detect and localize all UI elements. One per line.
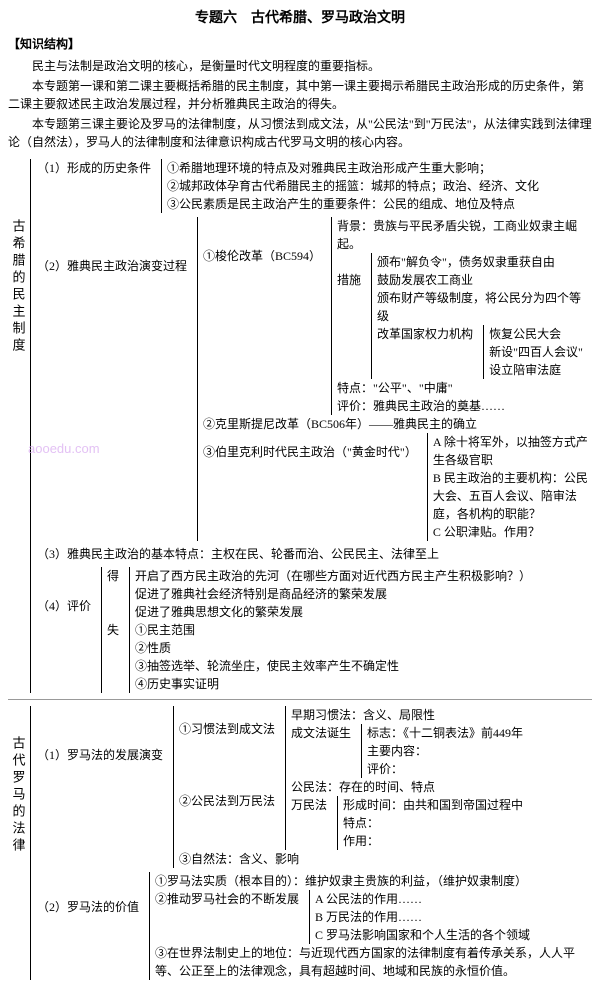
- rome-group: （1）罗马法的发展演变 ①习惯法到成文法 早期习惯法：含义、局限性 成文法诞生 …: [30, 706, 592, 980]
- r-s2b-c: C 罗马法影响国家和个人生活的各个领域: [315, 926, 530, 944]
- g-s2c-c: C 公职津贴。作用？: [433, 523, 592, 541]
- g-s4-sh-d: ④历史事实证明: [135, 675, 399, 693]
- r-s1a-y-t: 成文法诞生: [291, 724, 351, 742]
- r-s2-c: ③在世界法制史上的地位：与近现代西方国家的法律制度有着传承关系，人人平等、公正至…: [155, 944, 592, 980]
- g-s2a-t: ①梭伦改革（BC594）: [203, 247, 321, 265]
- divider: [8, 699, 592, 700]
- r-s1a-t: ①习惯法到成文法: [179, 720, 275, 738]
- g-s4-t: （4）评价: [37, 597, 91, 615]
- rome-label: 古代罗马的法律: [8, 736, 28, 855]
- g-s2-t: （2）雅典民主政治演变过程: [37, 257, 187, 275]
- g-s2a-cs-t: 措施: [337, 271, 361, 289]
- r-s1a-y-a: 标志：《十二铜表法》前449年: [367, 724, 523, 742]
- r-s1b-x: 公民法：存在的时间、特点: [291, 778, 523, 796]
- g-s2c-t: ③伯里克利时代民主政治（"黄金时代"）: [203, 443, 417, 461]
- intro-p3: 本专题第三课主要论及罗马的法律制度，从习惯法到成文法，从"公民法"到"万民法"，…: [8, 115, 592, 151]
- r-s2b-t: ②推动罗马社会的不断发展: [155, 890, 299, 908]
- section-heading: 【知识结构】: [8, 35, 592, 53]
- g-s1-a: ①希腊地理环境的特点及对雅典民主政治形成产生重大影响；: [167, 159, 539, 177]
- g-s2a-cs-d2: 新设"四百人会议": [489, 343, 583, 361]
- g-s4-sh-a: ①民主范围: [135, 621, 399, 639]
- r-s1a-x: 早期习惯法：含义、局限性: [291, 706, 523, 724]
- g-s2c-b: B 民主政治的主要机构：公民大会、五百人会议、陪审法庭，各机构的职能？: [433, 469, 592, 523]
- g-s2c-a: A 除十将军外，以抽签方式产生各级官职: [433, 433, 592, 469]
- g-s2a-cs-c: 颁布财产等级制度，将公民分为四个等级: [377, 289, 592, 325]
- outline-tree: aooedu.com 古希腊的民主制度 （1）形成的历史条件 ①希腊地理环境的特…: [8, 159, 592, 980]
- g-s2a-cs-b: 鼓励发展农工商业: [377, 271, 592, 289]
- g-s2a-bg: 背景：贵族与平民矛盾尖锐，工商业奴隶主崛起。: [337, 217, 592, 253]
- g-s2a-cs-d: 改革国家权力机构: [377, 325, 473, 343]
- g-s4-de-b: 促进了雅典社会经济特别是商品经济的繁荣发展: [135, 585, 531, 603]
- r-s1b-y-t: 万民法: [291, 796, 327, 814]
- g-s4-sh-b: ②性质: [135, 639, 399, 657]
- greece-label: 古希腊的民主制度: [8, 219, 28, 355]
- r-s1b-y-a: 形成时间：由共和国到帝国过程中: [343, 796, 523, 814]
- g-s2a-cs-a: 颁布"解负令"，债务奴隶重获自由: [377, 253, 592, 271]
- r-s1c: ③自然法：含义、影响: [179, 850, 523, 868]
- g-s4-de-a: 开启了西方民主政治的先河（在哪些方面对近代西方民主产生积极影响？）: [135, 567, 531, 585]
- g-s1-c: ③公民素质是民主政治产生的重要条件：公民的组成、地位及特点: [167, 195, 539, 213]
- g-s2a-cs-d3: 设立陪审法庭: [489, 361, 583, 379]
- g-s4-sh-t: 失: [107, 621, 119, 639]
- g-s3: （3）雅典民主政治的基本特点：主权在民、轮番而治、公民民主、法律至上: [37, 545, 592, 563]
- r-s2b-a: A 公民法的作用……: [315, 890, 530, 908]
- g-s1-t: （1）形成的历史条件: [37, 159, 151, 177]
- r-s1a-y-b: 主要内容：: [367, 742, 523, 760]
- r-s1a-y-c: 评价：: [367, 760, 523, 778]
- watermark: aooedu.com: [28, 439, 100, 459]
- g-s4-de-t: 得: [107, 567, 119, 585]
- g-s2b: ②克里斯提尼改革（BC506年）——雅典民主的确立: [203, 415, 592, 433]
- intro-p1: 民主与法制是政治文明的核心，是衡量时代文明程度的重要指标。: [8, 57, 592, 75]
- g-s2a-td: 特点："公平"、"中庸": [337, 379, 592, 397]
- page-title: 专题六 古代希腊、罗马政治文明: [8, 8, 592, 29]
- r-s1b-t: ②公民法到万民法: [179, 792, 275, 810]
- r-s1b-y-c: 作用：: [343, 832, 523, 850]
- r-s2b-b: B 万民法的作用……: [315, 908, 530, 926]
- r-s2-a: ①罗马法实质（根本目的）：维护奴隶主贵族的利益，（维护奴隶制度）: [155, 872, 592, 890]
- g-s4-de-c: 促进了雅典思想文化的繁荣发展: [135, 603, 531, 621]
- greece-group: （1）形成的历史条件 ①希腊地理环境的特点及对雅典民主政治形成产生重大影响； ②…: [30, 159, 592, 693]
- g-s2a-cs-d1: 恢复公民大会: [489, 325, 583, 343]
- g-s2a-pj: 评价：雅典民主政治的奠基……: [337, 397, 592, 415]
- r-s1-t: （1）罗马法的发展演变: [37, 746, 163, 764]
- g-s4-sh-c: ③抽签选举、轮流坐庄，使民主效率产生不确定性: [135, 657, 399, 675]
- intro-p2: 本专题第一课和第二课主要概括希腊的民主制度，其中第一课主要揭示希腊民主政治形成的…: [8, 77, 592, 113]
- r-s1b-y-b: 特点：: [343, 814, 523, 832]
- g-s1-b: ②城邦政体孕育古代希腊民主的摇篮：城邦的特点；政治、经济、文化: [167, 177, 539, 195]
- r-s2-t: （2）罗马法的价值: [37, 898, 139, 916]
